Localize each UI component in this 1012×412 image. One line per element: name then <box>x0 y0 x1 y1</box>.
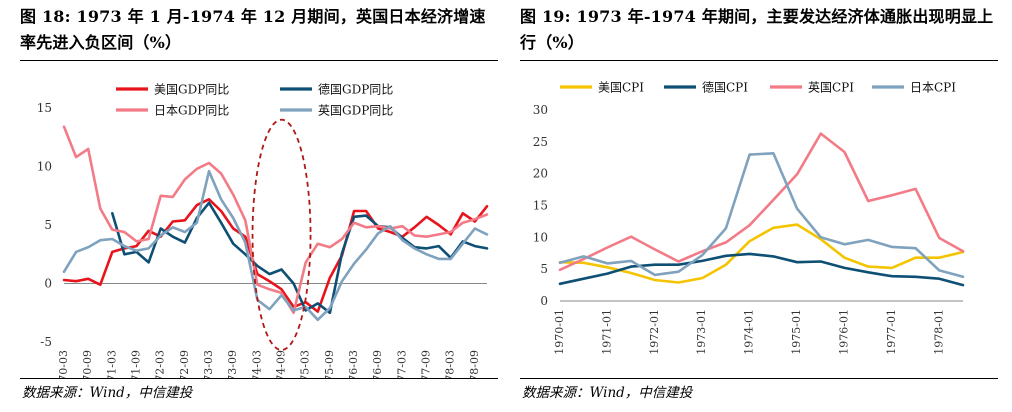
cpi-chart: 0 5 10 15 20 25 30 1970-01 1971-01 1972-01 1973-01… <box>533 80 965 355</box>
y-tick-label: 30 <box>533 103 548 117</box>
legend-label: 德国CPI <box>702 80 748 95</box>
series-line <box>558 152 965 279</box>
x-tick-label: 1975-03 <box>299 350 312 378</box>
x-tick-label: 1978-09 <box>468 350 481 378</box>
legend-label: 日本CPI <box>910 81 956 95</box>
x-tick-label: 1970-09 <box>81 350 94 378</box>
series-line <box>558 132 965 272</box>
y-tick-label: 20 <box>533 167 548 181</box>
x-tick-label: 1976-01 <box>837 309 850 355</box>
x-tick-label: 1975-09 <box>323 350 336 378</box>
x-tick-label: 1978-03 <box>444 350 457 378</box>
series-line <box>558 223 965 284</box>
x-tick-label: 1971-01 <box>600 309 613 355</box>
y-tick-label: 0 <box>44 277 52 291</box>
x-tick-label: 1972-09 <box>178 350 191 378</box>
y-tick-label: 5 <box>44 218 52 232</box>
x-tick-label: 1971-09 <box>130 350 143 378</box>
x-tick-label: 1975-01 <box>790 309 803 355</box>
x-tick-label: 1971-03 <box>105 350 118 378</box>
right-panel: 图 19: 1973 年-1974 年期间，主要发达经济体通胀出现明显上行（%）… <box>520 0 998 412</box>
legend-label: 日本GDP同比 <box>154 104 229 118</box>
y-tick-label: 15 <box>37 101 52 115</box>
x-tick-label: 1973-03 <box>202 350 215 378</box>
y-tick-label: 25 <box>533 135 548 149</box>
legend-label: 英国GDP同比 <box>318 104 393 118</box>
legend-label: 德国GDP同比 <box>318 82 393 97</box>
series-line <box>62 125 489 315</box>
y-tick-label: 10 <box>533 230 548 244</box>
legend-label: 美国GDP同比 <box>154 83 229 97</box>
x-tick-label: 1976-03 <box>347 350 360 378</box>
bottom-rule <box>20 378 498 379</box>
top-rule <box>20 60 498 61</box>
x-tick-label: 1974-01 <box>743 309 756 355</box>
x-tick-label: 1970-01 <box>553 309 566 355</box>
y-tick-label: 10 <box>37 160 52 174</box>
highlight-ellipse <box>251 118 312 351</box>
y-tick-label: 0 <box>540 294 548 308</box>
chart-title: 图 18: 1973 年 1 月-1974 年 12 月期间，英国日本经济增速率… <box>20 7 486 52</box>
x-tick-label: 1977-01 <box>885 309 898 355</box>
top-rule <box>520 60 998 61</box>
x-tick-label: 1977-09 <box>420 350 433 378</box>
legend-label: 英国CPI <box>808 81 854 95</box>
legend-label: 美国CPI <box>598 81 644 95</box>
y-tick-label: 15 <box>533 199 548 213</box>
series-line <box>558 252 965 287</box>
x-tick-label: 1973-09 <box>226 350 239 378</box>
x-tick-label: 1972-01 <box>648 309 661 355</box>
x-tick-label: 1978-01 <box>932 309 945 355</box>
series-line <box>111 201 489 315</box>
series-line <box>62 198 489 313</box>
bottom-rule <box>520 378 998 379</box>
source-note: 数据来源：Wind，中信建投 <box>22 385 193 401</box>
x-tick-label: 1972-03 <box>154 350 167 378</box>
left-panel: 图 18: 1973 年 1 月-1974 年 12 月期间，英国日本经济增速率… <box>20 0 498 412</box>
x-tick-label: 1977-03 <box>395 350 408 378</box>
y-tick-label: -5 <box>40 335 52 349</box>
gdp-chart: -5 0 5 10 15 1970-03 1970-09 1971-03 1971-09 1972… <box>37 82 489 378</box>
x-tick-label: 1973-01 <box>695 309 708 355</box>
x-tick-label: 1974-03 <box>250 350 263 378</box>
series-line <box>62 169 489 322</box>
chart-title: 图 19: 1973 年-1974 年期间，主要发达经济体通胀出现明显上行（%） <box>520 7 994 52</box>
x-tick-label: 1974-09 <box>275 350 288 378</box>
x-tick-label: 1976-09 <box>371 350 384 378</box>
x-tick-label: 1970-03 <box>57 350 70 378</box>
source-note: 数据来源：Wind，中信建投 <box>522 385 693 401</box>
y-tick-label: 5 <box>540 262 548 276</box>
